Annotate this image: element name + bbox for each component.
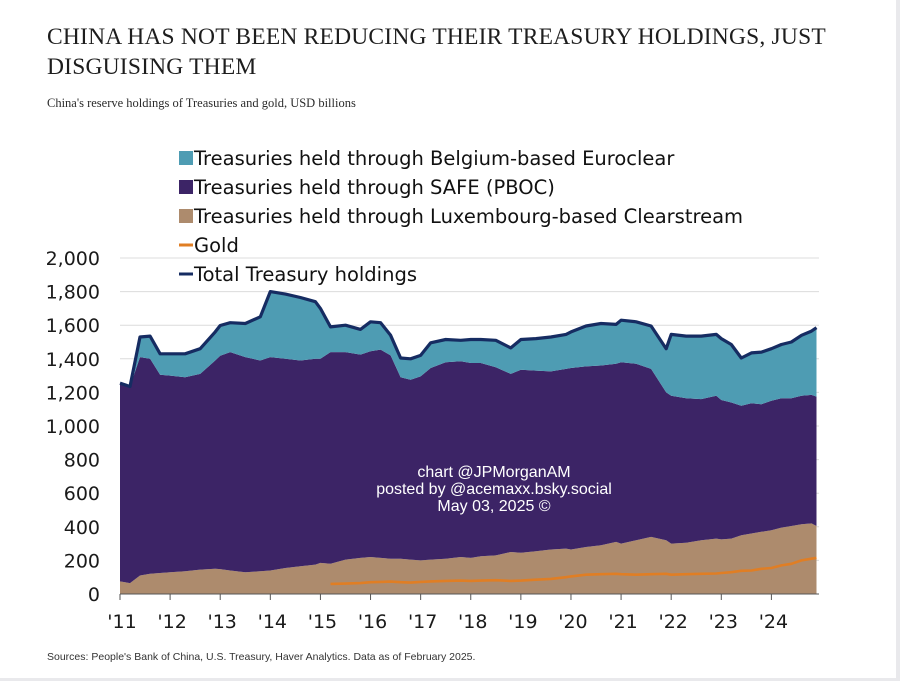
y-tick-label: 1,600 xyxy=(46,315,100,337)
x-tick-label: '18 xyxy=(458,611,487,633)
watermark: chart @JPMorganAM posted by @acemaxx.bsk… xyxy=(376,464,612,515)
y-tick-label: 600 xyxy=(64,483,100,505)
y-tick-label: 2,000 xyxy=(46,248,100,270)
x-tick-label: '16 xyxy=(358,611,387,633)
legend-label: Gold xyxy=(194,234,239,257)
legend-label: Treasuries held through Belgium-based Eu… xyxy=(193,147,675,170)
legend: Treasuries held through Belgium-based Eu… xyxy=(179,147,743,286)
x-tick-label: '24 xyxy=(759,611,788,633)
clearstream-area xyxy=(120,523,817,594)
axes: 0 200 400 600 800 1,000 1,200 1,400 1,600 1,800 2,… xyxy=(46,248,819,633)
x-tick-label: '11 xyxy=(107,611,136,633)
legend-label: Treasuries held through Luxembourg-based… xyxy=(193,205,743,228)
y-tick-label: 0 xyxy=(88,584,100,606)
x-tick-label: '17 xyxy=(408,611,437,633)
chart-subtitle: China's reserve holdings of Treasuries a… xyxy=(47,96,356,110)
gold-line xyxy=(330,556,817,586)
x-tick-label: '22 xyxy=(658,611,687,633)
y-tick-label: 1,400 xyxy=(46,349,100,371)
series-lines xyxy=(119,290,818,586)
watermark-line-2: posted by @acemaxx.bsky.social xyxy=(376,481,612,498)
x-tick-label: '14 xyxy=(258,611,287,633)
scrollbar-track xyxy=(896,0,900,681)
y-tick-label: 200 xyxy=(64,550,100,572)
source-note: Sources: People's Bank of China, U.S. Tr… xyxy=(47,651,476,663)
y-tick-label: 1,800 xyxy=(46,282,100,304)
y-tick-label: 800 xyxy=(64,450,100,472)
x-tick-label: '20 xyxy=(558,611,587,633)
legend-swatch xyxy=(179,180,193,194)
safe-area xyxy=(120,349,817,584)
x-tick-label: '19 xyxy=(508,611,537,633)
x-tick-label: '15 xyxy=(308,611,337,633)
legend-label: Total Treasury holdings xyxy=(193,263,417,286)
watermark-line-3: May 03, 2025 © xyxy=(437,498,550,515)
legend-label: Treasuries held through SAFE (PBOC) xyxy=(193,176,555,199)
legend-swatch xyxy=(179,209,193,223)
x-tick-label: '21 xyxy=(608,611,637,633)
x-tick-label: '23 xyxy=(709,611,738,633)
total-line xyxy=(119,290,818,389)
stacked-areas xyxy=(120,291,817,594)
watermark-line-1: chart @JPMorganAM xyxy=(417,464,570,481)
euroclear-area xyxy=(120,291,817,406)
legend-swatch xyxy=(179,151,193,165)
y-tick-label: 1,000 xyxy=(46,416,100,438)
y-tick-label: 1,200 xyxy=(46,382,100,404)
x-tick-label: '12 xyxy=(157,611,186,633)
x-tick-label: '13 xyxy=(208,611,237,633)
chart-title: CHINA HAS NOT BEEN REDUCING THEIR TREASU… xyxy=(47,24,826,80)
bottom-border xyxy=(0,678,900,681)
y-tick-label: 400 xyxy=(64,517,100,539)
